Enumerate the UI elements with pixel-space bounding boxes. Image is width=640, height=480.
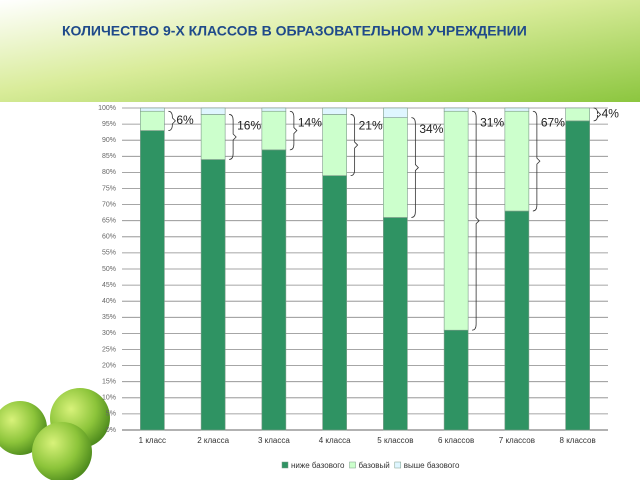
bar-segment bbox=[200, 159, 226, 431]
y-tick-label: 40% bbox=[102, 298, 116, 305]
y-tick-label: 20% bbox=[102, 362, 116, 369]
bar-segment bbox=[565, 120, 590, 431]
y-tick-label: 25% bbox=[102, 346, 116, 353]
apples bbox=[0, 388, 110, 480]
header-band bbox=[0, 0, 640, 102]
bar-segment bbox=[383, 217, 408, 431]
bar-segment bbox=[443, 329, 469, 431]
annotation: 4% bbox=[602, 107, 620, 121]
y-tick-label: 0% bbox=[106, 427, 116, 434]
bar-segment bbox=[443, 110, 469, 331]
annotation: 6% bbox=[176, 113, 194, 127]
legend-label: ниже базового bbox=[291, 461, 345, 470]
y-tick-label: 30% bbox=[102, 330, 116, 337]
annotation-brace bbox=[593, 107, 602, 122]
legend-label: выше базового bbox=[404, 461, 460, 470]
y-tick-label: 45% bbox=[102, 282, 116, 289]
bar-segment bbox=[504, 110, 530, 212]
y-tick-label: 80% bbox=[102, 169, 116, 176]
x-tick-label: 5 классов bbox=[377, 436, 413, 445]
annotation: 31% bbox=[480, 115, 504, 129]
y-tick-label: 95% bbox=[102, 121, 116, 128]
y-tick-label: 10% bbox=[102, 395, 116, 402]
x-tick-label: 3 класса bbox=[258, 436, 290, 445]
y-tick-label: 35% bbox=[102, 314, 116, 321]
annotation-brace bbox=[350, 114, 359, 177]
bar-segment bbox=[565, 107, 590, 122]
annotation-brace bbox=[229, 114, 237, 160]
y-tick-label: 90% bbox=[102, 137, 116, 144]
legend-label: базовый bbox=[359, 461, 390, 470]
bar-segment bbox=[322, 107, 347, 115]
bar-segment bbox=[261, 149, 287, 431]
annotation: 34% bbox=[419, 122, 443, 136]
y-tick-label: 50% bbox=[102, 266, 116, 273]
chart-title: КОЛИЧЕСТВО 9-Х КЛАССОВ В ОБРАЗОВАТЕЛЬНОМ… bbox=[62, 23, 527, 39]
bar-segment bbox=[443, 107, 469, 112]
annotation: 67% bbox=[541, 115, 565, 129]
legend-swatch bbox=[394, 461, 402, 469]
legend-swatch bbox=[349, 461, 356, 469]
x-tick-label: 7 классов bbox=[499, 436, 535, 445]
bar-segment bbox=[140, 110, 165, 131]
x-tick-label: 4 класса bbox=[319, 436, 351, 445]
annotation: 21% bbox=[359, 119, 383, 133]
legend-swatch bbox=[281, 461, 289, 469]
bar-segment bbox=[383, 107, 408, 118]
annotation-brace bbox=[411, 117, 419, 218]
annotation-brace bbox=[168, 110, 176, 131]
bar-segment bbox=[140, 130, 165, 431]
bar-segment bbox=[504, 107, 530, 112]
bar-segment bbox=[261, 107, 287, 112]
x-tick-label: 1 класс bbox=[139, 436, 166, 445]
x-tick-label: 2 класса bbox=[197, 436, 229, 445]
annotation-brace bbox=[472, 110, 480, 331]
annotation-brace bbox=[289, 110, 298, 151]
annotation: 16% bbox=[237, 119, 261, 133]
y-tick-label: 65% bbox=[102, 218, 116, 225]
bar-segment bbox=[200, 107, 226, 115]
y-tick-label: 55% bbox=[102, 250, 116, 257]
bar-segment bbox=[140, 107, 165, 112]
x-tick-label: 6 классов bbox=[438, 436, 474, 445]
bar-segment bbox=[200, 114, 226, 160]
y-tick-label: 100% bbox=[98, 105, 116, 112]
x-tick-label: 8 классов bbox=[560, 436, 596, 445]
y-tick-label: 85% bbox=[102, 153, 116, 160]
bar-segment bbox=[261, 110, 287, 151]
bar-segment bbox=[322, 175, 347, 431]
annotation-brace bbox=[532, 110, 541, 212]
y-tick-label: 60% bbox=[102, 234, 116, 241]
bar-segment bbox=[383, 117, 408, 218]
annotation: 14% bbox=[298, 115, 322, 129]
bar-segment bbox=[322, 114, 347, 176]
y-tick-label: 70% bbox=[102, 201, 116, 208]
y-tick-label: 15% bbox=[102, 379, 116, 386]
y-tick-label: 75% bbox=[102, 185, 116, 192]
y-tick-label: 5% bbox=[106, 411, 116, 418]
bar-segment bbox=[504, 210, 530, 431]
